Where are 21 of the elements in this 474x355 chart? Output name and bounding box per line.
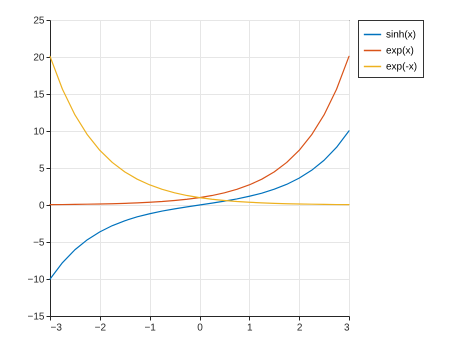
legend-label: exp(x) <box>386 46 414 56</box>
y-tick-label: −5 <box>33 238 45 248</box>
x-tick-label: 0 <box>197 322 204 334</box>
y-tick-label: 0 <box>38 200 45 212</box>
line-series <box>49 56 350 206</box>
y-tick-label: 15 <box>33 90 45 100</box>
x-tick-label: −2 <box>94 322 106 334</box>
y-tick-label: 25 <box>33 16 45 26</box>
y-tick-label: 5 <box>38 164 45 174</box>
x-tick-label: 1 <box>247 322 254 334</box>
line-series <box>49 130 350 280</box>
y-tick-label: 10 <box>33 126 45 138</box>
y-tick-label: −10 <box>28 274 45 286</box>
x-tick-label: −1 <box>144 322 156 334</box>
x-tick-label: −3 <box>50 322 62 334</box>
legend-label: exp(-x) <box>386 62 418 72</box>
legend-label: sinh(x) <box>386 30 416 40</box>
y-tick-label: 20 <box>33 52 45 64</box>
x-tick-label: 2 <box>296 322 303 334</box>
x-tick-label: 3 <box>344 322 350 334</box>
y-tick-label: −15 <box>28 312 45 322</box>
